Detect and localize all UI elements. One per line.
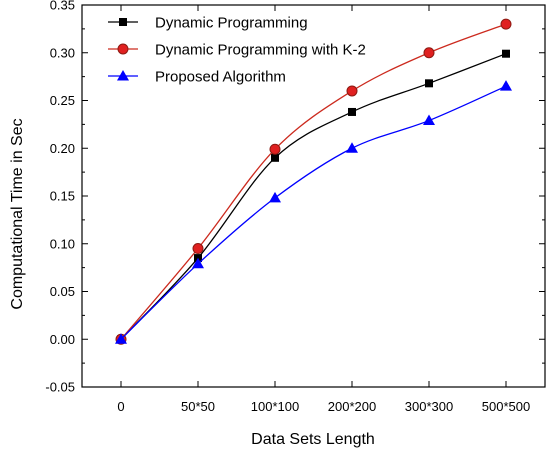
axes-layer: -0.05 0.00 0.05 0.10 0.15 0.20 0.25 0.30 0.35 0 50…	[45, 0, 545, 414]
series-proposed-algorithm	[115, 80, 512, 344]
x-tick-label: 100*100	[251, 399, 299, 414]
y-tick-label: 0.25	[50, 93, 75, 108]
x-tick-label: 200*200	[328, 399, 376, 414]
y-tick-label: 0.30	[50, 45, 75, 60]
x-tick-label: 0	[117, 399, 124, 414]
data-point-dynamic-programming-k2	[346, 85, 358, 97]
data-point-proposed-algorithm	[500, 80, 512, 91]
x-tick-label: 500*500	[482, 399, 530, 414]
y-tick-label: 0.10	[50, 236, 75, 251]
x-tick-label: 50*50	[181, 399, 215, 414]
series-line-proposed-algorithm	[120, 85, 507, 340]
x-tick-label: 300*300	[405, 399, 453, 414]
legend-marker-dynamic-programming-k2	[117, 43, 129, 55]
data-point-proposed-algorithm	[423, 114, 435, 126]
legend: Dynamic Programming Dynamic Programming w…	[108, 15, 366, 86]
data-point-proposed-algorithm	[346, 142, 358, 153]
legend-label-dynamic-programming: Dynamic Programming	[155, 15, 308, 32]
data-point-proposed-algorithm	[115, 333, 127, 344]
data-point-dynamic-programming-k2	[423, 47, 435, 59]
data-point-dynamic-programming	[425, 79, 433, 88]
x-axis-title: Data Sets Length	[251, 431, 375, 448]
plot-frame	[81, 4, 546, 388]
y-tick-label: 0.15	[50, 189, 75, 204]
data-point-dynamic-programming-k2	[192, 243, 204, 255]
series-layer	[115, 18, 512, 345]
series-dynamic-programming	[117, 49, 510, 344]
y-tick-label: 0.20	[50, 141, 75, 156]
y-tick-label: 0.35	[50, 0, 75, 13]
plot-area	[81, 4, 546, 388]
data-point-dynamic-programming	[348, 107, 356, 116]
y-tick-label: 0.05	[50, 284, 75, 299]
data-point-dynamic-programming	[271, 153, 279, 162]
legend-marker-proposed-algorithm	[117, 70, 129, 81]
data-point-dynamic-programming-k2	[269, 143, 281, 155]
legend-item-proposed-algorithm: Proposed Algorithm	[108, 69, 286, 86]
legend-item-dynamic-programming: Dynamic Programming	[108, 15, 308, 32]
legend-label-proposed-algorithm: Proposed Algorithm	[155, 69, 286, 86]
y-axis-title: Computational Time in Sec	[9, 118, 26, 309]
y-tick-label: -0.05	[45, 380, 75, 395]
data-point-dynamic-programming	[502, 49, 510, 58]
data-point-proposed-algorithm	[269, 191, 281, 203]
data-point-proposed-algorithm	[192, 257, 204, 269]
y-tick-label: 0.00	[50, 332, 75, 347]
legend-marker-dynamic-programming	[119, 18, 127, 26]
data-point-dynamic-programming-k2	[500, 18, 512, 30]
legend-item-dynamic-programming-k2: Dynamic Programming with K-2	[108, 42, 366, 59]
series-line-dynamic-programming	[120, 53, 507, 340]
legend-label-dynamic-programming-k2: Dynamic Programming with K-2	[155, 42, 366, 59]
